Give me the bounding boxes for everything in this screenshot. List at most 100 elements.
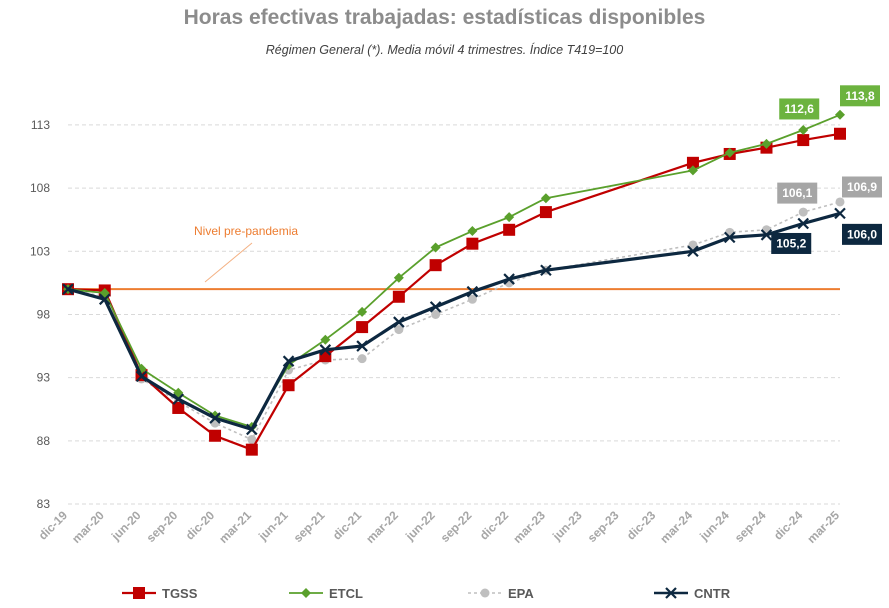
cntr-point	[429, 301, 442, 313]
etcl-point	[687, 165, 698, 176]
x-tick-label: mar-21	[216, 508, 254, 546]
legend-item-tgss: TGSS	[122, 586, 198, 601]
x-tick-label: sep-21	[291, 508, 328, 545]
x-tick-label: dic-19	[36, 508, 71, 543]
etcl-point	[430, 242, 441, 253]
y-tick-label: 98	[37, 307, 51, 321]
pre-pandemic-label: Nivel pre-pandemia	[194, 224, 298, 238]
data-label-epa: 106,1	[777, 182, 818, 204]
x-tick-label: jun-20	[108, 508, 144, 544]
legend-item-cntr: CNTR	[654, 586, 731, 601]
etcl-point	[798, 124, 809, 135]
legend-label: ETCL	[329, 586, 363, 601]
tgss-point	[356, 321, 369, 334]
tgss-point	[133, 587, 145, 599]
tgss-point	[245, 443, 258, 456]
y-tick-label: 113	[31, 118, 50, 132]
cntr-point	[356, 340, 368, 352]
tgss-point	[834, 127, 846, 140]
data-label-text: 106,0	[847, 227, 877, 241]
legend-label: CNTR	[694, 586, 731, 601]
data-label-box	[840, 85, 880, 107]
series-layer	[62, 109, 846, 456]
data-label-text: 106,9	[847, 180, 877, 194]
etcl-point	[393, 272, 404, 283]
data-label-text: 105,2	[776, 236, 806, 250]
x-axis: dic-19 mar-20 jun-20 sep-20 dic-20 mar-21 jun-…	[36, 508, 843, 546]
x-tick-label: jun-21	[255, 508, 291, 544]
series-cntr	[62, 207, 846, 436]
tgss-point	[466, 237, 479, 250]
tgss-point	[209, 429, 222, 442]
cntr-point	[760, 229, 773, 241]
etcl-point	[540, 193, 551, 204]
y-tick-label: 83	[37, 497, 51, 511]
grid-lines	[68, 124, 840, 505]
cntr-point	[319, 344, 332, 356]
x-tick-label: mar-20	[69, 508, 107, 546]
x-tick-label: dic-21	[330, 508, 365, 543]
legend-label: TGSS	[162, 586, 198, 601]
y-tick-label: 93	[37, 371, 51, 385]
etcl-point	[835, 109, 845, 120]
cntr-point	[723, 231, 736, 244]
cntr-point	[282, 355, 295, 367]
cntr-point	[209, 412, 221, 424]
cntr-point	[540, 264, 552, 277]
x-tick-label: jun-23	[549, 508, 585, 544]
tgss-point	[539, 206, 552, 219]
data-label-box	[842, 223, 882, 245]
data-label-cntr: 106,0	[842, 223, 882, 245]
y-tick-label: 103	[30, 244, 50, 258]
series-etcl	[63, 109, 845, 432]
annotation-leader	[204, 242, 253, 283]
epa-point	[357, 354, 367, 364]
x-tick-label: dic-20	[183, 508, 218, 543]
etcl-point	[504, 212, 515, 223]
tgss-point	[429, 259, 442, 272]
x-tick-label: dic-23	[624, 508, 659, 543]
data-label-cntr: 105,2	[771, 232, 812, 254]
etcl-point	[724, 147, 735, 158]
cntr-point	[665, 587, 677, 599]
x-tick-label: sep-20	[144, 508, 181, 545]
epa-point	[247, 435, 257, 445]
cntr-point	[503, 273, 515, 285]
epa-point	[480, 588, 490, 598]
cntr-point	[135, 370, 148, 383]
data-label-box	[771, 232, 812, 254]
cntr-point	[172, 393, 185, 405]
etcl-point	[761, 138, 772, 149]
cntr-point	[393, 316, 405, 328]
tgss-point	[282, 379, 295, 392]
x-tick-label: sep-23	[585, 508, 622, 545]
series-line-etcl	[67, 113, 841, 428]
series-tgss	[62, 127, 846, 456]
x-tick-label: jun-24	[696, 508, 732, 544]
tgss-point	[686, 156, 699, 169]
chart-subtitle: Régimen General (*). Media móvil 4 trime…	[265, 43, 624, 57]
etcl-point	[301, 588, 311, 598]
cntr-point	[98, 293, 111, 306]
data-label-text: 112,6	[785, 102, 815, 116]
data-labels: 112,6 113,8 106,1 106,9 105,2 106,0	[771, 85, 882, 254]
chart-title: Horas efectivas trabajadas: estadísticas…	[183, 6, 706, 29]
y-axis: 83 88 93 98 103 108 113	[30, 118, 50, 511]
x-tick-label: mar-24	[657, 508, 695, 546]
cntr-point	[62, 283, 74, 295]
data-label-text: 106,1	[782, 186, 812, 200]
epa-point	[394, 325, 404, 335]
y-tick-label: 88	[37, 434, 51, 448]
legend-label: EPA	[508, 586, 534, 601]
cntr-point	[834, 207, 846, 220]
tgss-point	[503, 223, 516, 236]
x-tick-label: mar-22	[363, 508, 401, 546]
cntr-point	[797, 217, 810, 230]
x-tick-label: dic-24	[771, 508, 806, 543]
epa-point	[467, 294, 477, 304]
x-tick-label: sep-22	[438, 508, 475, 545]
etcl-point	[357, 306, 368, 317]
tgss-point	[172, 401, 185, 414]
tgss-point	[797, 134, 810, 147]
